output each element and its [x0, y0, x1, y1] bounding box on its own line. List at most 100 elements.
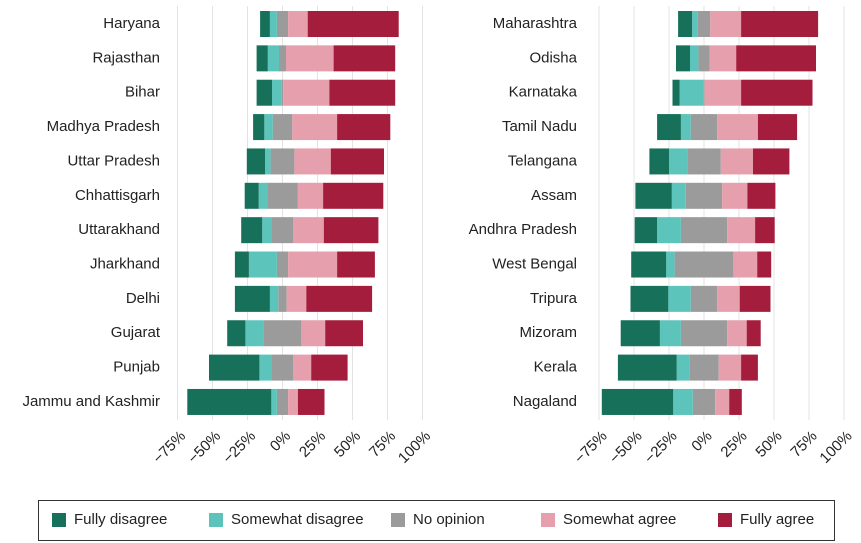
- bar-segment: [259, 354, 272, 381]
- bar-segment: [269, 11, 277, 37]
- category-label: Delhi: [126, 290, 160, 307]
- bar-segment: [676, 45, 690, 72]
- bar-segment: [337, 251, 375, 278]
- bar-segment: [733, 251, 758, 278]
- bar-segment: [692, 388, 716, 415]
- bar-segment: [307, 11, 399, 37]
- bar-segment: [323, 217, 379, 244]
- bar-segment: [680, 320, 728, 347]
- bar-segment: [736, 45, 816, 72]
- bar-segment: [337, 114, 391, 141]
- bar-segment: [323, 182, 384, 209]
- category-label: Bihar: [125, 84, 160, 101]
- bar-segment: [690, 285, 718, 312]
- bar-segment: [703, 79, 705, 106]
- bar-segment: [248, 251, 277, 278]
- category-label: West Bengal: [492, 255, 577, 272]
- bar-segment: [288, 11, 308, 37]
- bar-segment: [669, 148, 688, 175]
- bar-segment: [704, 79, 742, 106]
- bar-segment: [634, 217, 658, 244]
- bar-segment: [620, 320, 660, 347]
- bar-segment: [753, 148, 790, 175]
- bar-segment: [672, 79, 680, 106]
- bar-segment: [689, 354, 719, 381]
- bar-segment: [209, 354, 260, 381]
- bar-segment: [617, 354, 677, 381]
- bar-segment: [187, 388, 272, 415]
- bar-segment: [668, 285, 691, 312]
- bar-segment: [692, 11, 698, 37]
- x-tick-label: −75%: [150, 428, 189, 467]
- category-label: Madhya Pradesh: [47, 118, 160, 135]
- bar-segment: [697, 11, 711, 37]
- legend: Fully disagree Somewhat disagree No opinio…: [38, 500, 835, 541]
- bar-segment: [292, 114, 338, 141]
- bar-segment: [256, 45, 268, 72]
- bar-segment: [278, 285, 287, 312]
- legend-label: Somewhat disagree: [231, 511, 364, 528]
- legend-label: Fully disagree: [74, 511, 167, 528]
- bar-segment: [294, 148, 331, 175]
- bar-segment: [657, 114, 681, 141]
- bar-segment: [333, 45, 396, 72]
- bar-segment: [276, 11, 289, 37]
- legend-label: Fully agree: [740, 511, 814, 528]
- bar-segment: [678, 11, 693, 37]
- legend-box: [38, 500, 835, 541]
- bar-segment: [270, 148, 295, 175]
- bar-segment: [741, 354, 758, 381]
- bar-segment: [755, 217, 775, 244]
- category-label: Andhra Pradesh: [469, 221, 577, 238]
- category-label: Rajasthan: [92, 49, 160, 66]
- x-tick-label: 25%: [717, 428, 750, 461]
- bar-segment: [267, 45, 279, 72]
- bar-segment: [256, 79, 272, 106]
- x-tick-label: 50%: [331, 428, 364, 461]
- bar-segment: [288, 251, 338, 278]
- bar-segment: [272, 217, 293, 244]
- bar-segment: [241, 217, 263, 244]
- category-label: Kerala: [534, 359, 578, 376]
- bar-segment: [306, 285, 373, 312]
- bar-segment: [272, 79, 282, 106]
- bar-segment: [276, 388, 289, 415]
- bar-segment: [286, 285, 307, 312]
- bar-segment: [710, 11, 742, 37]
- bar-segment: [727, 320, 747, 347]
- bar-segment: [325, 320, 363, 347]
- bar-segment: [720, 148, 753, 175]
- x-tick-label: 75%: [366, 428, 399, 461]
- bar-segment: [244, 182, 259, 209]
- x-tick-label: 75%: [787, 428, 820, 461]
- bar-segment: [283, 79, 330, 106]
- bar-segment: [276, 251, 289, 278]
- x-tick-label: −25%: [220, 428, 259, 467]
- bar-segment: [722, 182, 748, 209]
- bar-segment: [673, 388, 693, 415]
- bar-segment: [674, 251, 734, 278]
- x-tick-label: 0%: [688, 428, 715, 455]
- legend-swatch: [718, 513, 732, 527]
- bar-segment: [671, 182, 686, 209]
- bar-segment: [698, 45, 710, 72]
- x-tick-label: 100%: [816, 428, 855, 467]
- bar-segment: [264, 114, 273, 141]
- bar-segment: [729, 388, 742, 415]
- bar-segment: [687, 148, 721, 175]
- bar-segment: [747, 182, 776, 209]
- category-label: Nagaland: [513, 393, 577, 410]
- bar-segment: [267, 182, 298, 209]
- bar-segment: [757, 114, 798, 141]
- bar-segment: [659, 320, 681, 347]
- bar-segment: [262, 217, 272, 244]
- bar-segment: [718, 354, 742, 381]
- bar-segment: [329, 79, 396, 106]
- bar-segment: [260, 11, 270, 37]
- category-label: Uttar Pradesh: [67, 152, 160, 169]
- x-tick-label: 0%: [267, 428, 294, 455]
- bar-segment: [741, 11, 819, 37]
- legend-swatch: [391, 513, 405, 527]
- bar-segment: [690, 45, 699, 72]
- bar-segment: [690, 114, 718, 141]
